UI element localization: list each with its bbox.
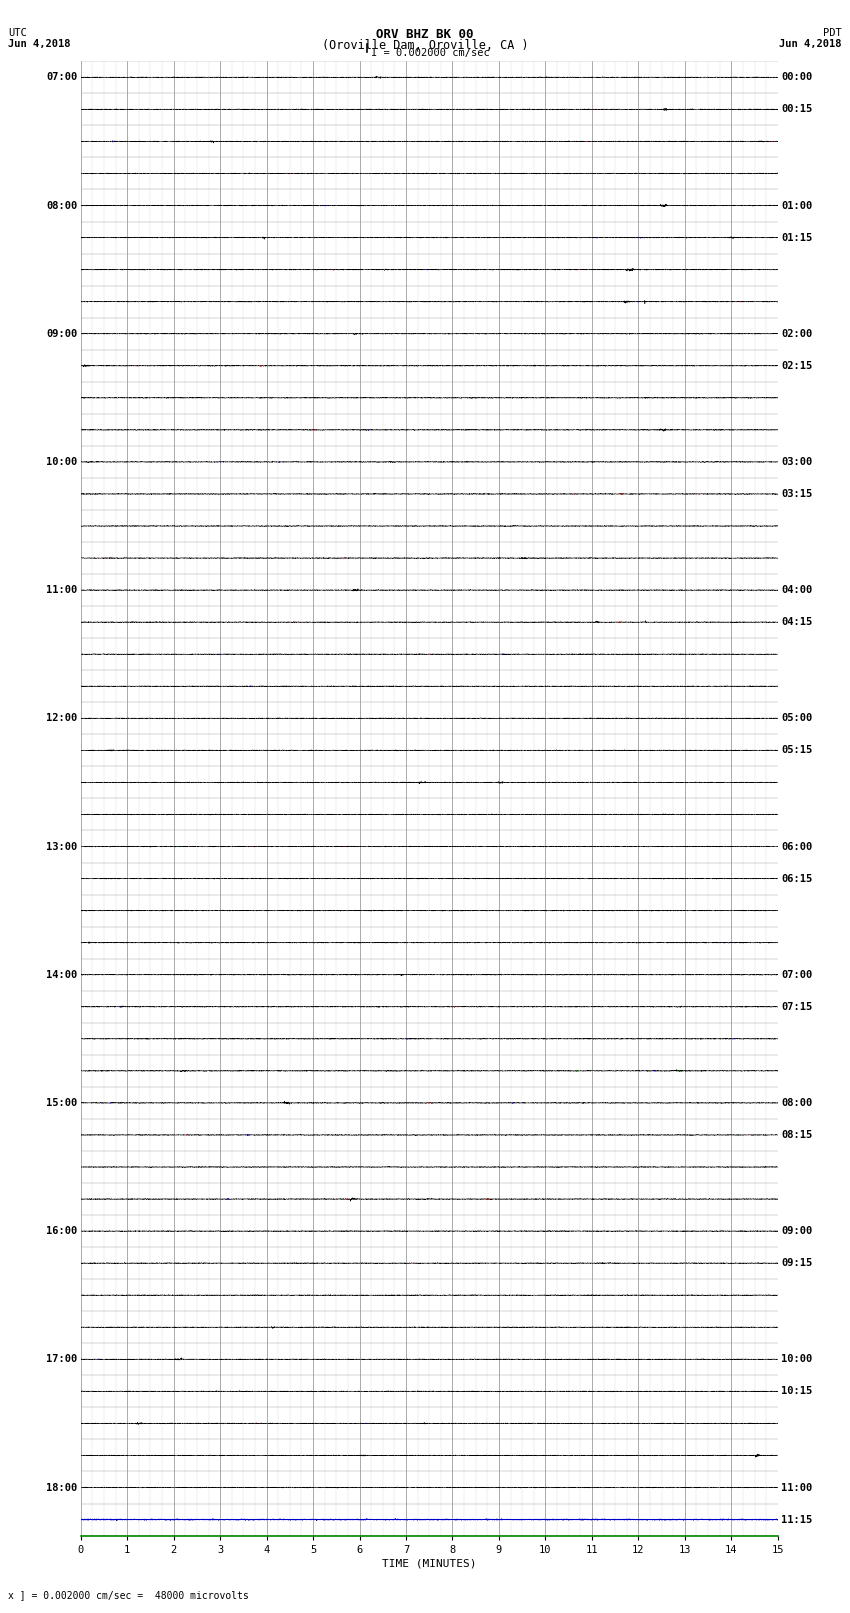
Text: x ] = 0.002000 cm/sec =  48000 microvolts: x ] = 0.002000 cm/sec = 48000 microvolts: [8, 1590, 249, 1600]
X-axis label: TIME (MINUTES): TIME (MINUTES): [382, 1558, 477, 1569]
Text: 03:00: 03:00: [781, 456, 813, 466]
Text: 07:00: 07:00: [781, 969, 813, 979]
Text: 05:00: 05:00: [781, 713, 813, 723]
Text: 09:15: 09:15: [781, 1258, 813, 1268]
Text: 10:00: 10:00: [46, 456, 77, 466]
Text: 08:15: 08:15: [781, 1131, 813, 1140]
Text: 01:15: 01:15: [781, 232, 813, 242]
Text: 07:00: 07:00: [46, 73, 77, 82]
Text: Jun 4,2018: Jun 4,2018: [779, 39, 842, 48]
Text: 07:15: 07:15: [781, 1002, 813, 1011]
Text: UTC: UTC: [8, 29, 27, 39]
Text: 02:00: 02:00: [781, 329, 813, 339]
Text: 05:15: 05:15: [781, 745, 813, 755]
Text: 14:00: 14:00: [46, 969, 77, 979]
Text: 11:00: 11:00: [46, 586, 77, 595]
Text: 17:00: 17:00: [46, 1355, 77, 1365]
Text: 06:00: 06:00: [781, 842, 813, 852]
Text: 04:15: 04:15: [781, 618, 813, 627]
Text: 09:00: 09:00: [781, 1226, 813, 1236]
Text: Jun 4,2018: Jun 4,2018: [8, 39, 71, 48]
Text: 08:00: 08:00: [781, 1098, 813, 1108]
Text: (Oroville Dam, Oroville, CA ): (Oroville Dam, Oroville, CA ): [321, 39, 529, 52]
Text: 10:15: 10:15: [781, 1386, 813, 1397]
Text: 01:00: 01:00: [781, 200, 813, 211]
Text: ORV BHZ BK 00: ORV BHZ BK 00: [377, 29, 473, 42]
Text: 11:15: 11:15: [781, 1515, 813, 1524]
Text: 12:00: 12:00: [46, 713, 77, 723]
Text: PDT: PDT: [823, 29, 842, 39]
Text: I = 0.002000 cm/sec: I = 0.002000 cm/sec: [371, 48, 490, 58]
Text: 08:00: 08:00: [46, 200, 77, 211]
Text: 03:15: 03:15: [781, 489, 813, 498]
Text: 10:00: 10:00: [781, 1355, 813, 1365]
Text: 15:00: 15:00: [46, 1098, 77, 1108]
Text: 16:00: 16:00: [46, 1226, 77, 1236]
Text: 04:00: 04:00: [781, 586, 813, 595]
Text: 06:15: 06:15: [781, 874, 813, 884]
Text: 18:00: 18:00: [46, 1482, 77, 1492]
Text: 00:15: 00:15: [781, 105, 813, 115]
Text: 09:00: 09:00: [46, 329, 77, 339]
Text: 00:00: 00:00: [781, 73, 813, 82]
Text: 11:00: 11:00: [781, 1482, 813, 1492]
Text: 13:00: 13:00: [46, 842, 77, 852]
Text: 02:15: 02:15: [781, 361, 813, 371]
